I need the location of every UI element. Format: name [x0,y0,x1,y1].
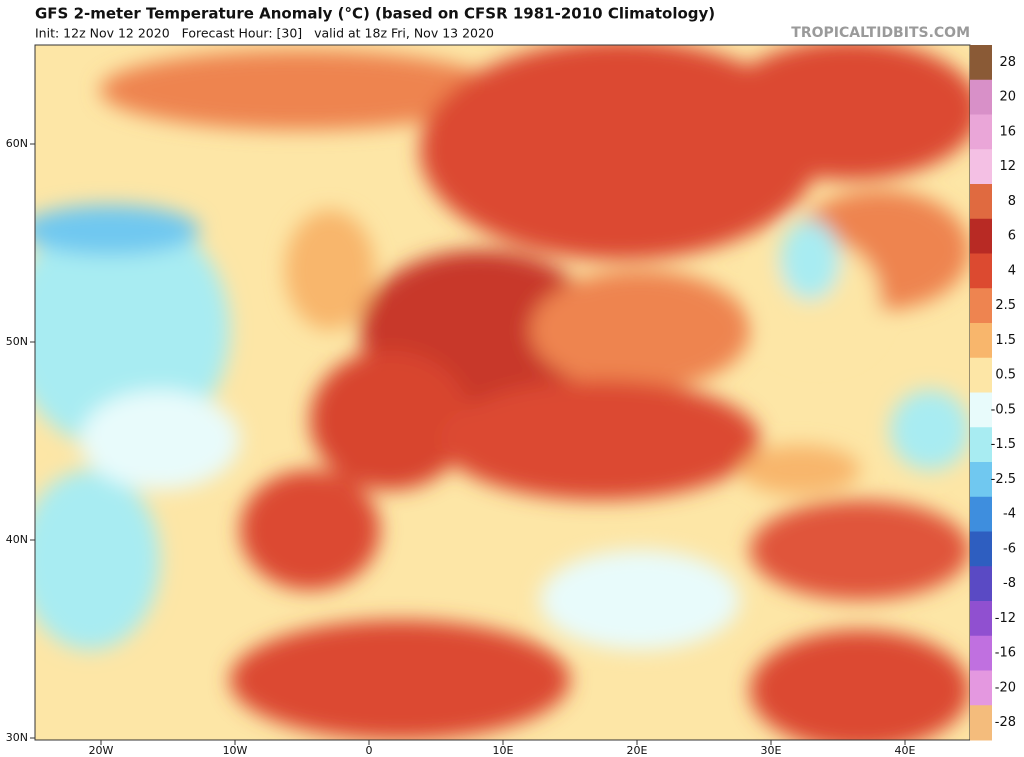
colorbar-swatch [970,531,992,567]
subtitle: Init: 12z Nov 12 2020 Forecast Hour: [30… [35,26,494,41]
colorbar-swatch [970,427,992,463]
lat-label: 60N [6,137,28,150]
lat-label: 30N [6,731,28,744]
lon-label: 40E [895,744,916,757]
colorbar-label: 8 [1008,194,1016,209]
colorbar-swatch [970,253,992,289]
colorbar-label: 0.5 [995,368,1016,383]
colorbar-label: 1.5 [995,333,1016,348]
colorbar-swatch [970,149,992,185]
lon-label: 20E [627,744,648,757]
colorbar-swatch [970,635,992,671]
colorbar-label: 16 [999,124,1016,139]
colorbar-swatch [970,601,992,637]
colorbar-swatch [970,218,992,254]
colorbar-label: -0.5 [991,402,1016,417]
colorbar-swatch [970,357,992,393]
colorbar-swatch [970,288,992,324]
lat-label: 50N [6,335,28,348]
colorbar-swatch [970,670,992,706]
colorbar: 28 20 16 12 8 6 4 2.5 1.5 0.5 -0.5 -1.5 -2.5 -4 -6 -8 -1… [970,45,1016,741]
colorbar-swatch [970,705,992,741]
lon-label: 10W [223,744,248,757]
axes: 60N 50N 40N 30N 20W 10W 0 10E 20E 30E 40E [6,137,916,757]
colorbar-swatch [970,496,992,532]
lat-label: 40N [6,533,28,546]
colorbar-label: -2.5 [991,472,1016,487]
title: GFS 2-meter Temperature Anomaly (°C) (ba… [35,5,715,23]
colorbar-swatch [970,566,992,602]
lon-label: 30E [761,744,782,757]
colorbar-swatch [970,79,992,115]
lon-label: 20W [89,744,114,757]
colorbar-label: 20 [999,90,1016,105]
colorbar-label: -1.5 [991,437,1016,452]
colorbar-label: 12 [999,159,1016,174]
lon-label: 0 [366,744,373,757]
colorbar-label: -6 [1003,541,1016,556]
colorbar-label: 6 [1008,229,1016,244]
colorbar-swatch [970,45,992,81]
colorbar-swatch [970,392,992,428]
colorbar-swatch [970,114,992,150]
map [35,45,970,740]
colorbar-label: 28 [999,55,1016,70]
colorbar-swatch [970,323,992,359]
colorbar-label: -28 [995,715,1016,730]
colorbar-swatch [970,184,992,220]
colorbar-label: 2.5 [995,298,1016,313]
lon-label: 10E [493,744,514,757]
colorbar-label: -8 [1003,576,1016,591]
colorbar-label: -20 [995,680,1016,695]
colorbar-label: 4 [1008,263,1016,278]
colorbar-label: -4 [1003,507,1016,522]
watermark: TROPICALTIDBITS.COM [791,25,970,41]
colorbar-label: -12 [995,611,1016,626]
colorbar-swatch [970,462,992,498]
colorbar-label: -16 [995,646,1016,661]
